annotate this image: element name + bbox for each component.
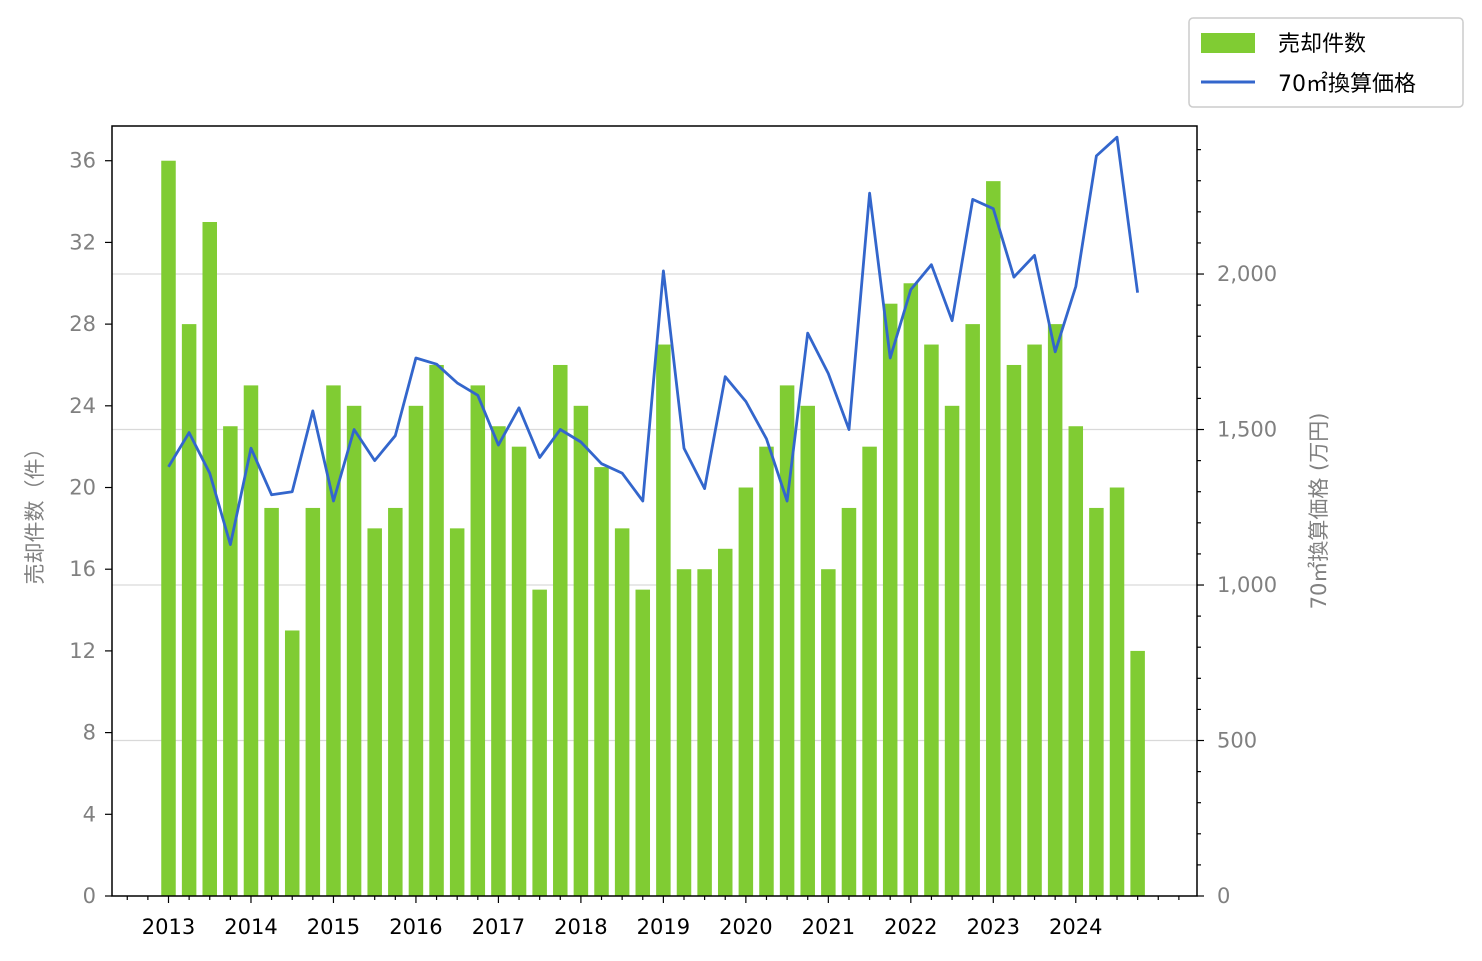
- right-axis-title: 70㎡換算価格 (万円): [1307, 413, 1331, 610]
- left-tick-label: 28: [69, 312, 96, 336]
- bar-2019-Q1: [656, 344, 671, 896]
- bar-2021-Q2: [841, 507, 857, 896]
- plot-frame: [111, 125, 1198, 897]
- right-axis: 0 500 1,000 1,500 2,000: [1197, 149, 1277, 908]
- bar-2018-Q3: [614, 528, 630, 896]
- bar-2013-Q3: [202, 221, 217, 896]
- line-series: [167, 135, 1139, 546]
- x-tick-label: 2024: [1049, 915, 1102, 939]
- bar-series: [161, 160, 1145, 897]
- bar-2017-Q3: [532, 589, 547, 896]
- left-axis: 0 4 8 12 16 20 24 28 32 36: [69, 149, 112, 908]
- x-tick-label: 2021: [802, 915, 855, 939]
- left-tick-label: 12: [69, 639, 96, 663]
- bar-2014-Q4: [305, 507, 321, 896]
- x-tick-label: 2013: [142, 915, 195, 939]
- left-tick-label: 0: [83, 884, 96, 908]
- bar-2020-Q1: [738, 487, 754, 896]
- x-tick-label: 2022: [884, 915, 937, 939]
- bar-2014-Q2: [264, 507, 279, 896]
- x-tick-label: 2020: [719, 915, 772, 939]
- bar-2019-Q4: [717, 548, 733, 896]
- bar-2017-Q2: [511, 446, 527, 896]
- legend: 売却件数 70㎡換算価格: [1188, 17, 1464, 108]
- bar-2016-Q2: [429, 364, 444, 896]
- right-tick-label: 2,000: [1217, 262, 1277, 286]
- bar-2015-Q3: [367, 528, 382, 896]
- left-tick-label: 24: [69, 394, 96, 418]
- bar-2014-Q3: [284, 630, 300, 896]
- bar-2024-Q2: [1089, 507, 1104, 896]
- bar-2013-Q4: [223, 426, 238, 896]
- bar-2013-Q2: [181, 324, 197, 896]
- right-tick-label: 1,500: [1217, 418, 1277, 442]
- bar-2018-Q2: [594, 467, 609, 896]
- bar-2018-Q4: [635, 589, 651, 896]
- x-tick-label: 2023: [967, 915, 1020, 939]
- bar-2020-Q3: [779, 385, 795, 896]
- legend-box: [1188, 17, 1464, 108]
- right-tick-label: 1,000: [1217, 573, 1277, 597]
- bar-2016-Q4: [470, 385, 486, 896]
- x-tick-label: 2019: [637, 915, 690, 939]
- bar-2021-Q4: [882, 303, 898, 896]
- bar-2017-Q4: [553, 364, 568, 896]
- x-tick-label: 2016: [389, 915, 442, 939]
- x-tick-label: 2015: [307, 915, 360, 939]
- bar-2022-Q1: [903, 283, 919, 896]
- bar-2015-Q1: [326, 385, 341, 896]
- bar-2020-Q4: [800, 405, 815, 896]
- bar-2018-Q1: [573, 405, 589, 896]
- left-tick-label: 16: [69, 557, 96, 581]
- bar-2021-Q3: [862, 446, 877, 896]
- left-tick-label: 8: [83, 721, 96, 745]
- left-tick-label: 20: [69, 476, 96, 500]
- bar-2023-Q1: [986, 181, 1001, 897]
- bar-2023-Q2: [1006, 364, 1022, 896]
- bar-2019-Q2: [676, 569, 692, 896]
- bar-2023-Q4: [1047, 324, 1063, 896]
- bar-2019-Q3: [697, 569, 712, 896]
- price-line: [167, 135, 1139, 546]
- bar-2022-Q2: [924, 344, 939, 896]
- left-tick-label: 4: [83, 802, 96, 826]
- bar-2024-Q3: [1109, 487, 1125, 896]
- legend-bar-label: 売却件数: [1278, 32, 1366, 57]
- bar-2022-Q3: [944, 405, 960, 896]
- bar-2015-Q4: [388, 507, 403, 896]
- right-tick-label: 500: [1217, 729, 1257, 753]
- right-tick-label: 0: [1217, 884, 1230, 908]
- x-axis: 2013 2014 2015 2016 2017 2018 2019 2020 2021 2022…: [126, 896, 1180, 939]
- bar-2016-Q3: [449, 528, 465, 896]
- legend-line-label: 70㎡換算価格: [1278, 71, 1416, 97]
- bar-2020-Q2: [759, 446, 774, 896]
- bar-2016-Q1: [408, 405, 424, 896]
- x-tick-label: 2014: [224, 915, 277, 939]
- bar-2024-Q4: [1130, 650, 1145, 896]
- bar-2022-Q4: [965, 324, 980, 896]
- left-tick-label: 32: [69, 230, 96, 254]
- bar-2023-Q3: [1027, 344, 1042, 896]
- bar-2015-Q2: [346, 405, 362, 896]
- x-tick-label: 2017: [472, 915, 525, 939]
- bar-2024-Q1: [1068, 426, 1084, 896]
- left-axis-title: 売却件数（件）: [23, 438, 47, 585]
- left-tick-label: 36: [69, 149, 96, 173]
- legend-bar-swatch: [1201, 33, 1255, 53]
- bar-2021-Q1: [821, 569, 836, 896]
- bar-2017-Q1: [491, 426, 506, 896]
- bar-2013-Q1: [161, 160, 176, 896]
- bar-2014-Q1: [243, 385, 259, 896]
- x-tick-label: 2018: [554, 915, 607, 939]
